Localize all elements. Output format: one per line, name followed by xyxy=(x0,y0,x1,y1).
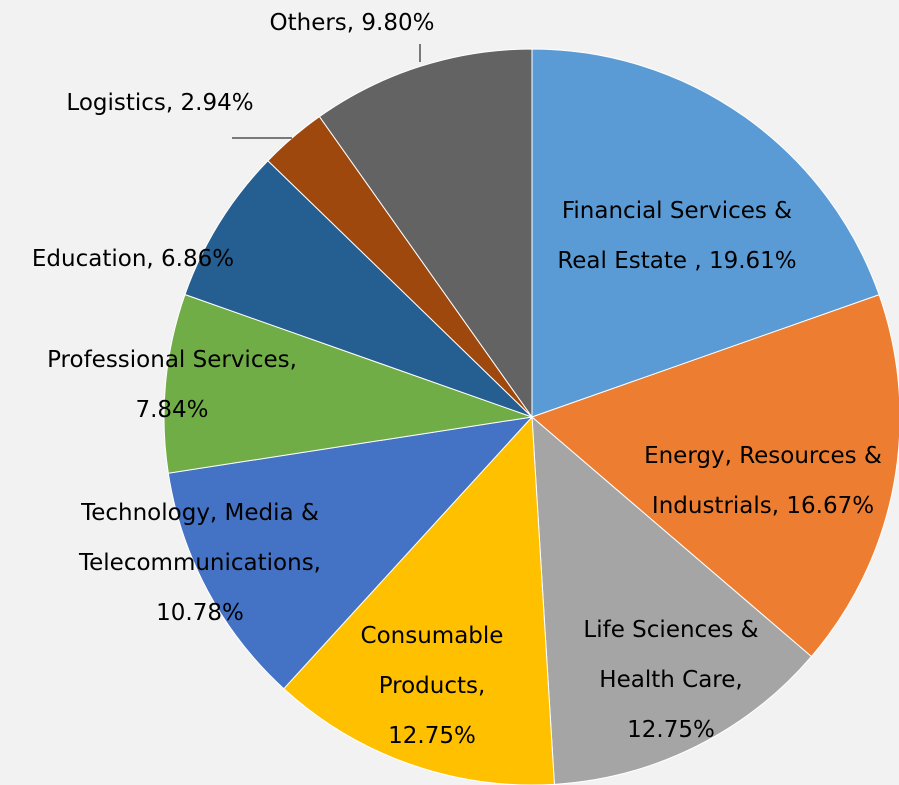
data-label: Financial Services & Real Estate , 19.61… xyxy=(557,198,797,274)
pie-slice xyxy=(531,415,813,785)
data-label: Life Sciences & Health Care, 12.75% xyxy=(583,617,759,743)
data-label: Professional Services, 7.84% xyxy=(47,347,297,423)
data-label: Logistics, 2.94% xyxy=(66,90,254,116)
label-box: Consumable Products, 12.75% xyxy=(360,623,504,749)
label-box: Logistics, 2.94% xyxy=(66,90,254,116)
label-box: Energy, Resources & Industrials, 16.67% xyxy=(644,443,882,519)
pie-slice xyxy=(531,294,899,658)
pie-slice xyxy=(318,48,533,419)
label-box: Technology, Media & Telecommunications, … xyxy=(79,500,321,626)
data-label: Technology, Media & Telecommunications, … xyxy=(79,500,321,626)
label-box: Others, 9.80% xyxy=(269,10,435,36)
data-label: Energy, Resources & Industrials, 16.67% xyxy=(644,443,882,519)
data-label: Education, 6.86% xyxy=(31,246,235,272)
data-label: Consumable Products, 12.75% xyxy=(360,623,504,749)
pie-slice xyxy=(163,293,533,474)
data-label: Others, 9.80% xyxy=(269,10,435,36)
label-box: Professional Services, 7.84% xyxy=(47,347,297,423)
label-box: Financial Services & Real Estate , 19.61… xyxy=(557,198,797,274)
slices xyxy=(163,48,899,785)
pie-slice xyxy=(184,160,533,418)
label-box: Life Sciences & Health Care, 12.75% xyxy=(583,617,759,743)
pie-slice xyxy=(167,416,534,690)
label-box: Education, 6.86% xyxy=(31,246,235,272)
